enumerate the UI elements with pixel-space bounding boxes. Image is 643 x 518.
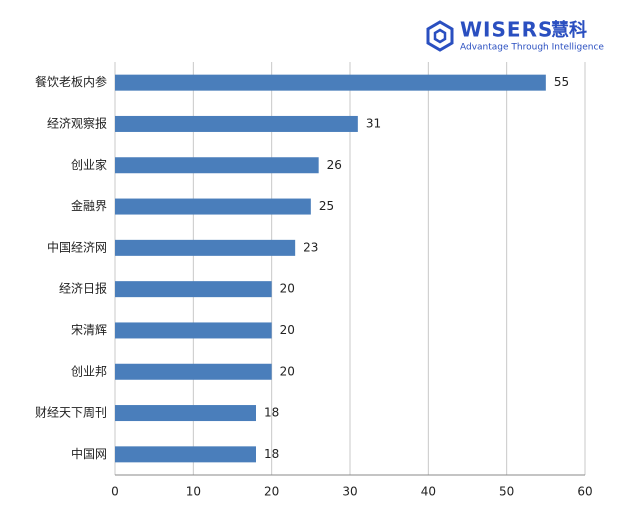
y-tick-label: 创业家 (71, 157, 107, 172)
x-tick-label: 40 (421, 485, 436, 499)
value-label: 18 (264, 406, 279, 420)
bar (115, 363, 272, 380)
logo-icon-inner (433, 28, 447, 44)
y-tick-label: 中国网 (71, 446, 107, 461)
logo: WISERS 慧科 Advantage Through Intelligence (426, 18, 604, 53)
bar (115, 322, 272, 339)
bar (115, 198, 311, 215)
x-tick-label: 10 (186, 485, 201, 499)
value-label: 20 (280, 323, 295, 337)
x-tick-label: 50 (499, 485, 514, 499)
x-tick-label: 20 (264, 485, 279, 499)
value-label: 20 (280, 364, 295, 378)
y-tick-label: 财经天下周刊 (35, 406, 107, 420)
x-tick-label: 0 (111, 485, 119, 499)
value-label: 23 (303, 240, 318, 254)
logo-name-cn: 慧科 (551, 19, 587, 41)
bar (115, 281, 272, 298)
value-label: 25 (319, 199, 334, 213)
y-tick-label: 中国经济网 (47, 239, 107, 254)
value-label: 18 (264, 447, 279, 461)
y-tick-label: 创业邦 (71, 364, 107, 378)
y-tick-label: 经济观察报 (47, 115, 107, 130)
value-label: 20 (280, 282, 295, 296)
value-label: 26 (327, 158, 342, 172)
bar (115, 446, 256, 463)
x-tick-label: 30 (342, 485, 357, 499)
x-tick-label: 60 (577, 485, 592, 499)
bar (115, 74, 546, 91)
bar (115, 115, 358, 132)
y-tick-label: 经济日报 (59, 281, 107, 296)
bar (115, 405, 256, 422)
bar (115, 157, 319, 174)
logo-tagline: Advantage Through Intelligence (460, 43, 604, 53)
value-label: 55 (554, 75, 569, 89)
logo-name: WISERS (460, 18, 553, 42)
bar (115, 239, 296, 256)
y-tick-label: 宋清辉 (71, 322, 107, 337)
y-tick-label: 餐饮老板内参 (35, 74, 107, 89)
y-tick-label: 金融界 (71, 198, 107, 213)
logo-icon (426, 20, 454, 52)
value-label: 31 (366, 116, 381, 130)
